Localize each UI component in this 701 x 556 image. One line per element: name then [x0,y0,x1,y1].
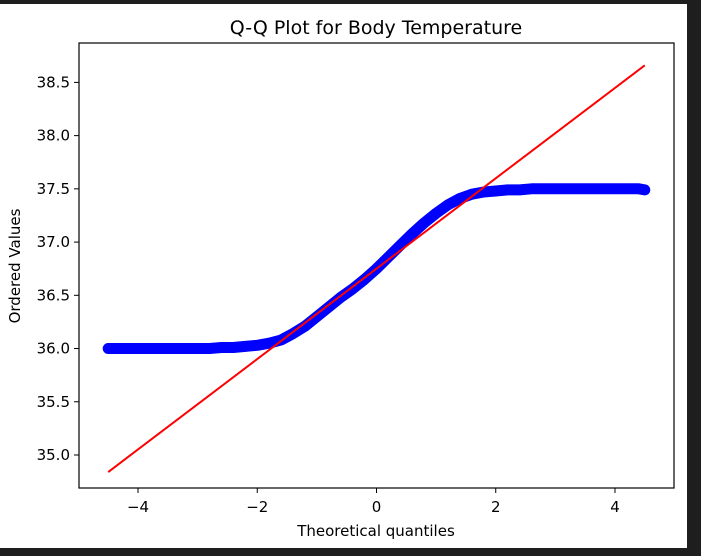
qq-point [347,283,358,295]
qq-point [597,183,609,194]
qq-point [180,343,191,354]
y-tick-label: 37.0 [37,233,70,251]
x-tick-label: 2 [491,498,501,516]
qq-point [144,343,156,354]
x-axis-label: Theoretical quantiles [296,522,455,540]
chart-title: Q-Q Plot for Body Temperature [230,17,522,39]
qq-point [264,338,275,349]
qq-point [383,251,394,263]
y-tick-label: 38.0 [37,127,70,145]
qq-point [419,217,430,229]
qq-point [311,311,323,322]
y-tick-label: 36.5 [37,286,70,304]
qq-point [132,343,144,354]
qq-point [168,343,179,354]
qq-point [323,301,334,313]
qq-point [609,183,621,194]
qq-point [526,183,537,194]
x-axis: −4 −2 0 2 4 [127,488,620,516]
qq-point [514,184,525,196]
figure-canvas [0,4,687,548]
qq-point [192,343,203,354]
qq-point [574,183,585,194]
y-tick-label: 35.5 [37,393,70,411]
reference-line-layer [107,64,646,473]
qq-point [454,193,466,204]
y-axis-label: Ordered Values [6,208,24,323]
qq-point [490,185,501,197]
qq-point [550,183,561,194]
x-tick-label: 0 [372,498,382,516]
qq-point [204,343,215,354]
qq-point [120,343,132,354]
x-tick-label: 4 [610,498,620,516]
y-tick-label: 35.0 [37,446,70,464]
qq-point [252,340,263,351]
plot-area [102,64,651,473]
qq-point [466,189,478,200]
qq-point [407,228,418,239]
qq-point [156,343,168,354]
qq-point [442,199,454,210]
y-axis: 35.0 35.5 36.0 36.5 37.0 37.5 38.0 38.5 [37,73,79,464]
qq-point [562,183,573,194]
x-tick-label: −4 [127,498,149,516]
qq-point [240,341,251,352]
qq-point [502,184,513,196]
y-tick-label: 38.5 [37,73,70,91]
y-tick-label: 36.0 [37,340,70,358]
qq-point [639,184,650,196]
qq-point [538,183,549,194]
qq-point [299,321,311,332]
reference-line [107,64,646,473]
qq-point [216,342,227,353]
qq-point [430,208,442,219]
qq-point [585,183,597,194]
y-tick-label: 37.5 [37,180,70,198]
qq-point [228,342,239,353]
x-tick-label: −2 [246,498,268,516]
